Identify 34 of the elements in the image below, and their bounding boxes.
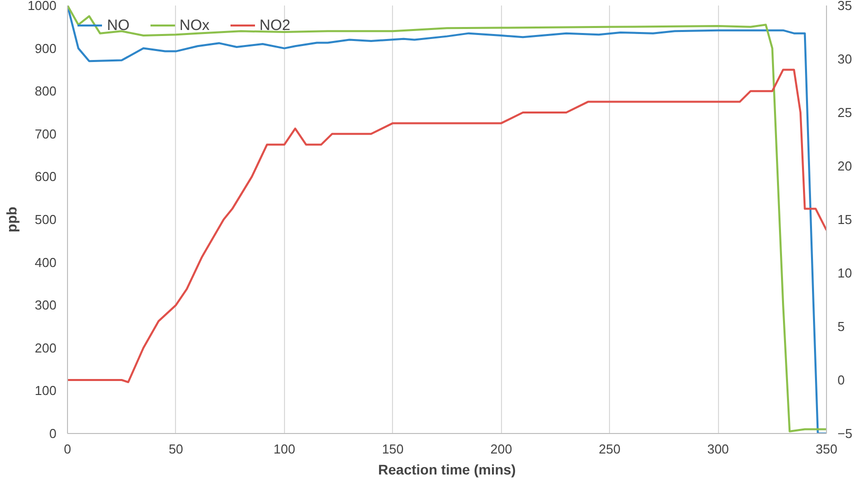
x-tick-label: 200: [490, 442, 512, 456]
x-tick-label: 100: [274, 442, 296, 456]
legend-label: NO2: [260, 16, 290, 34]
x-tick-label: 300: [707, 442, 729, 456]
y2-tick-label: 20: [838, 158, 852, 174]
x-tick-label: 50: [168, 442, 184, 456]
y-tick-label: 100: [34, 383, 57, 398]
y-tick-label: 800: [34, 84, 57, 99]
x-tick-label: 350: [816, 442, 838, 456]
legend-label: NOx: [180, 16, 210, 34]
y-tick-label: 500: [34, 212, 57, 227]
y-axis-title: ppb: [4, 206, 20, 232]
legend-label: NO: [107, 16, 130, 34]
y-tick-label: 400: [34, 254, 57, 270]
y2-tick-label: −5: [838, 426, 852, 441]
y2-tick-label: 30: [838, 52, 852, 66]
y-tick-label: 0: [49, 426, 57, 441]
y-tick-label: 1000: [28, 0, 56, 13]
y-tick-label: 700: [34, 126, 57, 142]
y2-tick-label: 0: [838, 372, 845, 388]
y2-tick-label: 35: [838, 0, 852, 13]
y2-tick-label: 15: [838, 212, 852, 227]
x-axis-title: Reaction time (mins): [378, 462, 516, 478]
y-tick-label: 200: [34, 340, 57, 356]
y-tick-label: 900: [34, 40, 57, 56]
y2-tick-label: 5: [838, 319, 845, 334]
y-tick-label: 300: [34, 298, 57, 313]
y-tick-label: 600: [34, 169, 57, 184]
x-tick-label: 0: [64, 442, 72, 456]
line-series: [68, 68, 826, 384]
y2-tick-label: 25: [838, 105, 852, 120]
x-tick-label: 150: [382, 442, 404, 456]
x-tick-label: 250: [598, 442, 620, 456]
y2-tick-label: 10: [838, 266, 852, 280]
